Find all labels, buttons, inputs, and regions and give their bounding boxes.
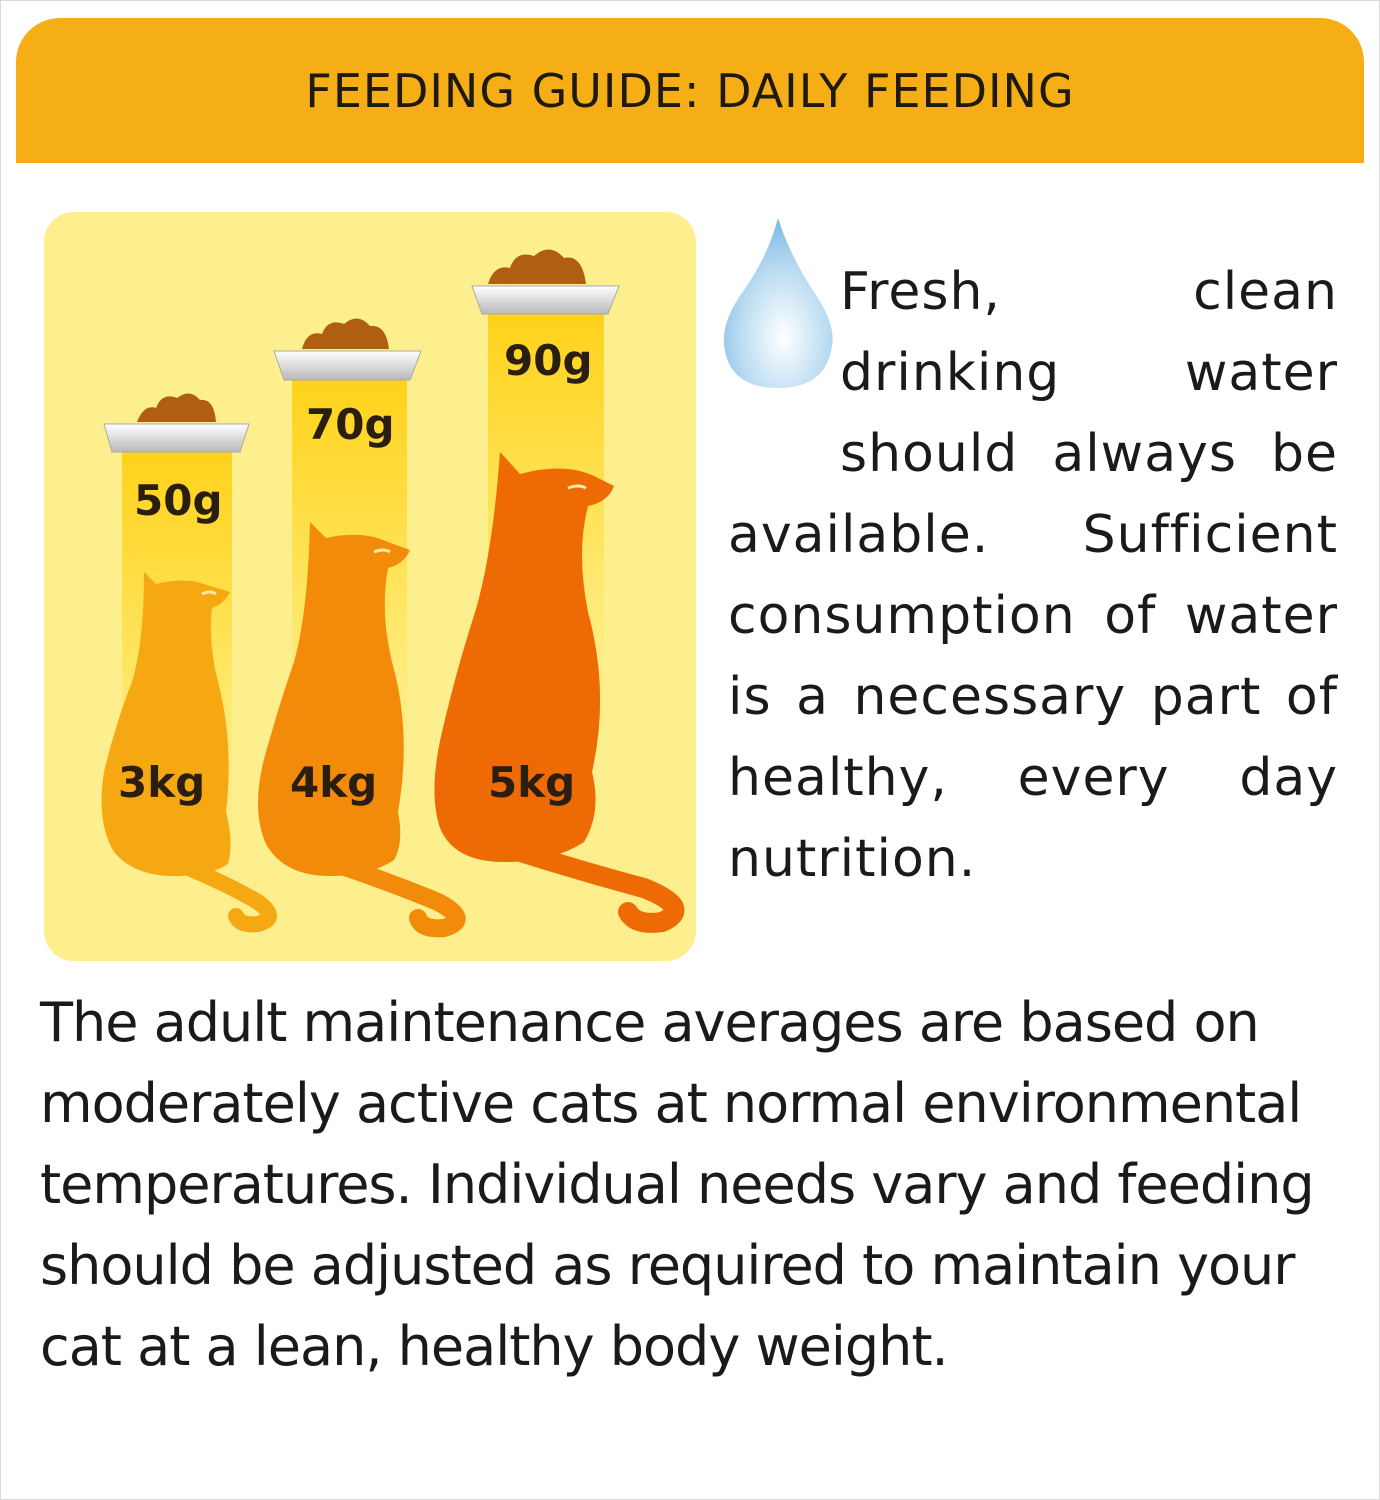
weight-label-5kg: 5kg	[488, 758, 576, 807]
cat-5kg-icon	[434, 452, 685, 933]
feeding-graphic	[101, 249, 685, 938]
page-title: FEEDING GUIDE: DAILY FEEDING	[305, 63, 1075, 118]
weight-label-4kg: 4kg	[290, 758, 378, 807]
cat-4kg-icon	[258, 522, 466, 938]
portion-label-90g: 90g	[504, 336, 593, 385]
cat-3kg-icon	[101, 572, 277, 933]
water-drop-icon	[723, 218, 833, 388]
header-banner: FEEDING GUIDE: DAILY FEEDING	[16, 18, 1364, 163]
kibble-bowl-70g-icon	[273, 318, 422, 381]
kibble-bowl-50g-icon	[103, 393, 250, 453]
water-advice-text: Fresh, clean drinking water should alway…	[728, 262, 1338, 889]
maintenance-note: The adult maintenance averages are based…	[40, 991, 1315, 1378]
portion-label-70g: 70g	[306, 400, 395, 449]
portion-label-50g: 50g	[134, 476, 223, 525]
weight-label-3kg: 3kg	[118, 758, 206, 807]
kibble-bowl-90g-icon	[471, 249, 620, 315]
feeding-illustration: 50g 70g 90g 3kg 4kg 5kg	[44, 212, 696, 961]
